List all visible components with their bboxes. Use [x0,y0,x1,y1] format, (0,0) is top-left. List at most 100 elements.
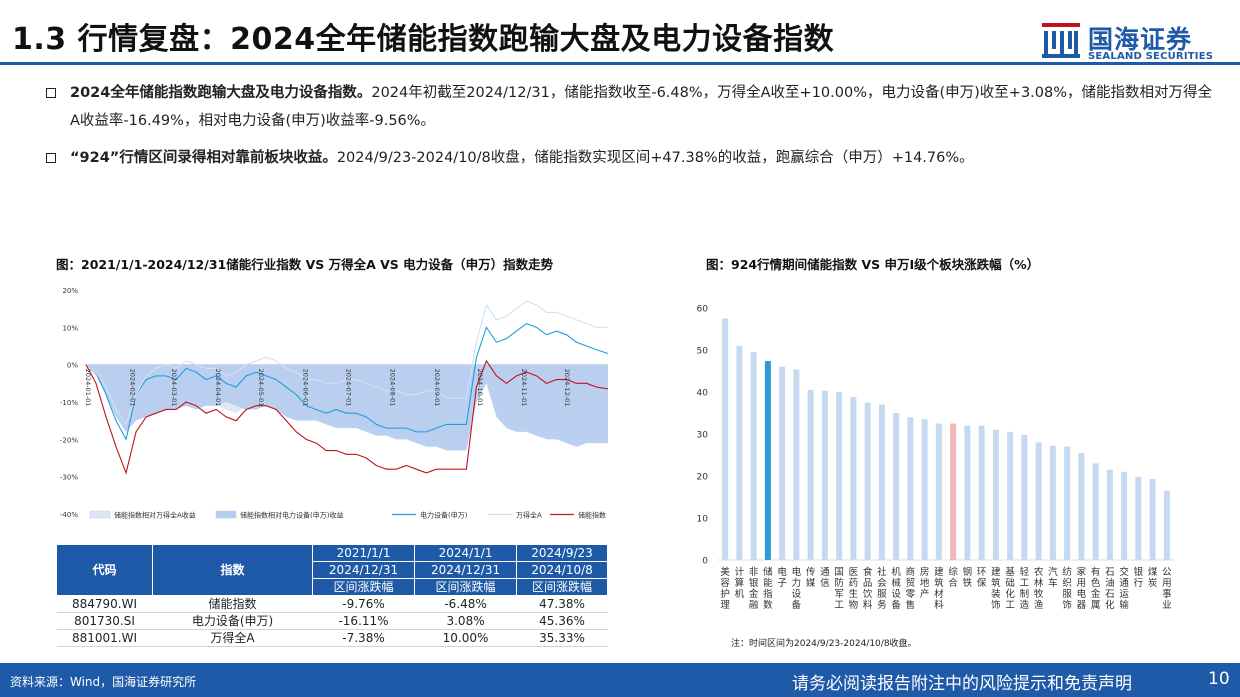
bar [878,404,885,560]
bullet-2: “924”行情区间录得相对靠前板块收益。2024/9/23-2024/10/8收… [46,144,1220,172]
bar [821,390,828,560]
y-tick-label: -40% [60,511,78,519]
bar [779,366,786,560]
x-tick-label: 石油石化 [1105,567,1115,611]
x-tick-label: 机械设备 [891,566,901,611]
period-1-to: 2024/12/31 [311,561,416,579]
row-code: 884790.WI [56,595,153,613]
legend-label: 储能指数相对电力设备(申万)收益 [240,511,343,520]
bar [722,318,729,560]
bar [964,425,971,560]
bar [836,392,843,560]
bar [1106,469,1113,560]
y-tick-label: 60 [697,305,709,315]
line-series [85,322,609,441]
y-tick-label: 20% [62,287,78,295]
row-value: 3.08% [414,612,517,630]
y-tick-label: -30% [60,474,78,482]
x-tick-label: 2024-10-01 [476,369,484,407]
x-tick-label: 传媒 [806,566,816,589]
table-row: 884790.WI 储能指数 -9.76% -6.48% 47.38% [56,595,608,613]
y-tick-label: 10 [697,515,709,525]
bar [935,423,942,560]
bar [1149,478,1156,560]
y-tick-label: 40 [697,389,709,399]
row-name: 电力设备(申万) [152,612,313,630]
bar [850,397,857,560]
x-tick-label: 2024-05-01 [257,369,265,407]
y-tick-label: 50 [697,347,709,357]
bullet-square-icon [46,153,56,163]
x-tick-label: 交通运输 [1119,566,1129,611]
x-tick-label: 储能指数 [763,566,773,611]
period-1-from: 2021/1/1 [311,544,416,562]
row-value: 10.00% [414,629,517,647]
x-tick-label: 2024-03-01 [170,369,178,407]
x-tick-label: 银行 [1134,566,1144,589]
bar [950,423,957,560]
footer: 资料来源：Wind，国海证券研究所 请务必阅读报告附注中的风险提示和免责声明 1… [0,663,1240,697]
y-tick-label: 30 [697,431,709,441]
period-2-sub: 区间涨跌幅 [414,578,518,596]
bar [1078,452,1085,560]
bar [1021,434,1028,560]
x-tick-label: 美容护理 [720,566,730,611]
x-tick-label: 建筑材料 [934,566,944,611]
bar [1121,471,1128,560]
x-tick-label: 电子 [777,566,787,589]
row-code: 881001.WI [56,629,153,647]
footer-source: 资料来源：Wind，国海证券研究所 [10,675,197,689]
bar [1035,442,1042,560]
x-tick-label: 社会服务 [877,566,887,611]
x-tick-label: 2024-11-01 [520,369,528,407]
x-tick-label: 2024-09-01 [433,369,441,407]
bullet-2-bold: “924”行情区间录得相对靠前板块收益。 [70,150,337,166]
bar [764,361,771,560]
row-code: 801730.SI [56,612,153,630]
legend-swatch [215,510,237,519]
x-tick-label: 医药生物 [849,567,859,611]
brand-logo: 国海证券 SEALAND SECURITIES [1040,18,1225,64]
x-tick-label: 煤炭 [1148,566,1158,589]
x-tick-label: 非银金融 [749,566,759,611]
period-2-from: 2024/1/1 [414,544,518,562]
x-tick-label: 建筑装饰 [991,566,1001,611]
legend-swatch [89,510,111,519]
x-tick-label: 有色金属 [1091,566,1101,611]
page-number: 10 [1208,669,1230,689]
row-value: -7.38% [312,629,415,647]
x-tick-label: 2024-06-01 [301,369,309,407]
y-tick-label: 10% [62,324,78,332]
x-tick-label: 纺织服饰 [1062,566,1072,611]
x-tick-label: 钢铁 [963,566,973,589]
bar [1092,463,1099,560]
bar [864,402,871,560]
x-tick-label: 家用电器 [1077,566,1087,611]
legend-label: 储能指数相对万得全A收益 [114,511,196,520]
x-tick-label: 计算机 [735,566,745,600]
x-tick-label: 通信 [820,567,830,589]
return-table: 代码 指数 2021/1/1 2024/1/1 2024/9/23 2024/1… [56,544,608,647]
bar [1064,446,1071,560]
x-tick-label: 基础化工 [1005,566,1015,611]
x-tick-label: 2024-04-01 [214,369,222,407]
legend-label: 万得全A [516,511,542,520]
table-row: 801730.SI 电力设备(申万) -16.11% 3.08% 45.36% [56,612,608,630]
bar [1049,445,1056,560]
bullet-1: 2024全年储能指数跑输大盘及电力设备指数。2024年初截至2024/12/31… [46,79,1220,135]
bar [807,389,814,560]
x-tick-label: 食品饮料 [863,566,873,611]
x-tick-label: 2024-12-01 [563,369,571,407]
bar [978,425,985,560]
row-value: 45.36% [516,612,608,630]
period-3-from: 2024/9/23 [516,544,608,562]
logo-mark-icon [1042,23,1080,58]
bar [1007,431,1014,560]
x-tick-label: 2024-08-01 [389,369,397,407]
row-name: 储能指数 [152,595,313,613]
period-1-sub: 区间涨跌幅 [311,578,416,596]
logo-cn: 国海证券 [1088,25,1193,54]
bullet-2-text: 2024/9/23-2024/10/8收盘，储能指数实现区间+47.38%的收益… [336,150,974,166]
left-chart-title: 图：2021/1/1-2024/12/31储能行业指数 VS 万得全A VS 电… [56,257,554,272]
bullet-1-bold: 2024全年储能指数跑输大盘及电力设备指数。 [70,85,372,101]
